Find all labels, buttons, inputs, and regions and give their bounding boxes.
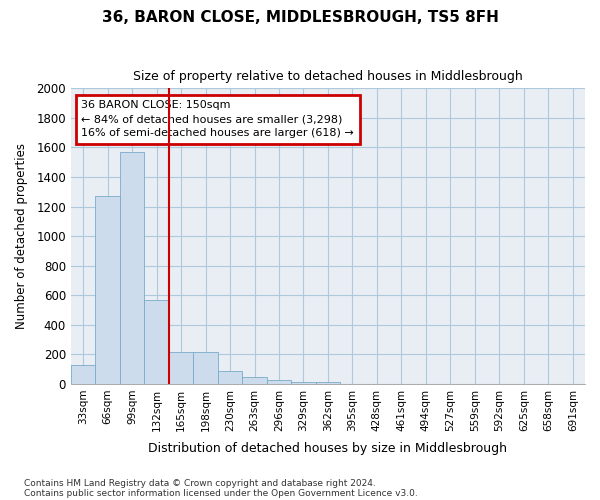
Bar <box>218 370 242 384</box>
Text: 36 BARON CLOSE: 150sqm
← 84% of detached houses are smaller (3,298)
16% of semi-: 36 BARON CLOSE: 150sqm ← 84% of detached… <box>81 100 354 138</box>
Bar <box>71 364 95 384</box>
Bar <box>242 376 267 384</box>
Bar <box>291 382 316 384</box>
Title: Size of property relative to detached houses in Middlesbrough: Size of property relative to detached ho… <box>133 70 523 83</box>
Bar <box>193 352 218 384</box>
X-axis label: Distribution of detached houses by size in Middlesbrough: Distribution of detached houses by size … <box>148 442 508 455</box>
Text: Contains public sector information licensed under the Open Government Licence v3: Contains public sector information licen… <box>24 488 418 498</box>
Y-axis label: Number of detached properties: Number of detached properties <box>15 143 28 329</box>
Bar <box>169 352 193 384</box>
Bar <box>267 380 291 384</box>
Bar <box>316 382 340 384</box>
Text: 36, BARON CLOSE, MIDDLESBROUGH, TS5 8FH: 36, BARON CLOSE, MIDDLESBROUGH, TS5 8FH <box>101 10 499 25</box>
Bar <box>95 196 120 384</box>
Bar <box>120 152 145 384</box>
Text: Contains HM Land Registry data © Crown copyright and database right 2024.: Contains HM Land Registry data © Crown c… <box>24 478 376 488</box>
Bar <box>145 300 169 384</box>
